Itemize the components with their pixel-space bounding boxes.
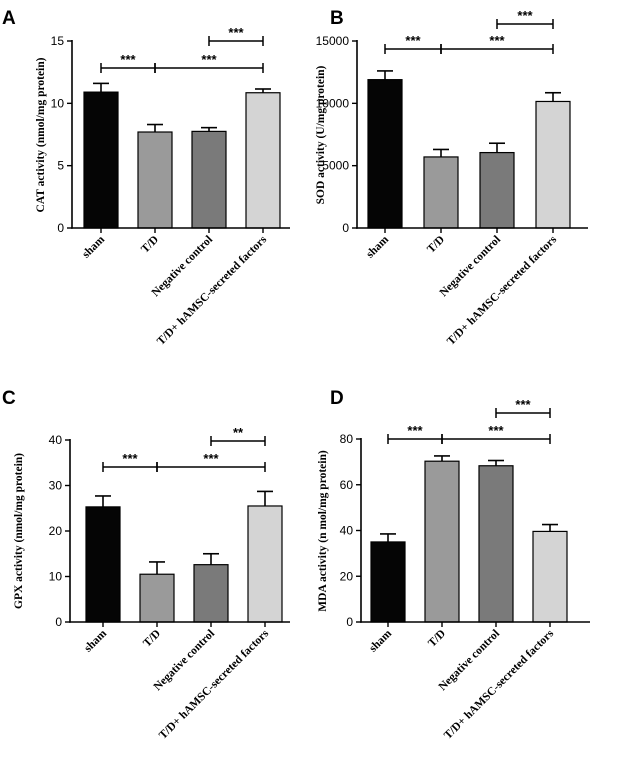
x-tick-label: T/D+ hAMSC-secreted factors: [157, 627, 272, 742]
significance-label: ***: [120, 52, 136, 67]
y-tick-label: 10000: [316, 96, 350, 110]
bar: [424, 460, 460, 623]
y-axis-title: SOD activity (U/mg protein): [315, 65, 327, 204]
x-tick-label: T/D: [139, 234, 161, 256]
significance-label: ***: [489, 33, 505, 48]
bar: [137, 131, 173, 229]
y-axis-title: GPX activity (nmol/mg protein): [13, 453, 25, 609]
bar: [139, 573, 175, 623]
bar: [83, 91, 119, 229]
panel-label: B: [330, 8, 344, 29]
x-tick-label: T/D+ hAMSC-secreted factors: [155, 233, 270, 348]
y-axis-title: MDA activity (n mol/mg protein): [317, 450, 329, 612]
y-axis-title: CAT activity (nmol/mg protein): [35, 57, 47, 212]
panel-label: D: [330, 388, 344, 409]
significance-label: ***: [515, 397, 531, 412]
panel-label: A: [2, 8, 16, 29]
x-tick-label: T/D+ hAMSC-secreted factors: [442, 627, 557, 742]
panel-b: B SOD activity (U/mg protein) 0 5000 10000…: [315, 8, 588, 348]
bar: [85, 506, 121, 623]
y-tick-label: 15: [51, 34, 65, 48]
x-tick-label: sham: [82, 627, 109, 654]
x-tick-label: sham: [367, 627, 394, 654]
x-tick-label: Negative control: [438, 234, 503, 299]
y-tick-label: 20: [49, 524, 63, 538]
significance-label: ***: [201, 52, 217, 67]
bar: [247, 505, 283, 623]
significance-label: ***: [228, 25, 244, 40]
x-tick-label: sham: [80, 233, 107, 260]
y-tick-label: 0: [342, 221, 349, 235]
bar: [478, 465, 514, 623]
y-tick-label: 20: [340, 569, 354, 583]
x-tick-label: T/D: [426, 628, 448, 650]
y-tick-label: 5000: [322, 159, 349, 173]
bar: [245, 92, 281, 229]
bar: [535, 100, 571, 229]
y-tick-label: 0: [55, 615, 62, 629]
y-tick-label: 5: [57, 159, 64, 173]
y-tick-label: 10: [49, 570, 63, 584]
bar: [367, 79, 403, 229]
y-tick-label: 80: [340, 432, 354, 446]
significance-label: **: [233, 425, 244, 440]
bar: [193, 564, 229, 623]
significance-label: ***: [407, 423, 423, 438]
bar: [479, 151, 515, 229]
y-tick-label: 0: [346, 615, 353, 629]
significance-label: ***: [405, 33, 421, 48]
x-tick-label: T/D: [425, 234, 447, 256]
bar: [370, 541, 406, 623]
y-tick-label: 40: [49, 433, 63, 447]
significance-label: ***: [517, 8, 533, 23]
y-tick-label: 30: [49, 479, 63, 493]
panel-label: C: [2, 388, 16, 409]
bar: [191, 130, 227, 229]
x-tick-label: T/D: [141, 628, 163, 650]
bar: [532, 530, 568, 623]
bar: [423, 156, 459, 229]
y-tick-label: 60: [340, 478, 354, 492]
y-tick-label: 0: [57, 221, 64, 235]
significance-label: ***: [488, 423, 504, 438]
panel-d: D MDA activity (n mol/mg protein) 0 20 40 6…: [317, 388, 590, 742]
x-tick-label: sham: [364, 233, 391, 260]
panel-c: C GPX activity (nmol/mg protein) 0 10 20 30…: [2, 388, 290, 742]
x-tick-label: T/D+ hAMSC-secreted factors: [445, 233, 560, 348]
y-tick-label: 40: [340, 524, 354, 538]
significance-label: ***: [203, 451, 219, 466]
y-tick-label: 10: [51, 96, 65, 110]
significance-label: ***: [122, 451, 138, 466]
panel-a: A CAT activity (nmol/mg protein) 0 5 10 15 s…: [2, 8, 290, 348]
y-tick-label: 15000: [316, 34, 350, 48]
